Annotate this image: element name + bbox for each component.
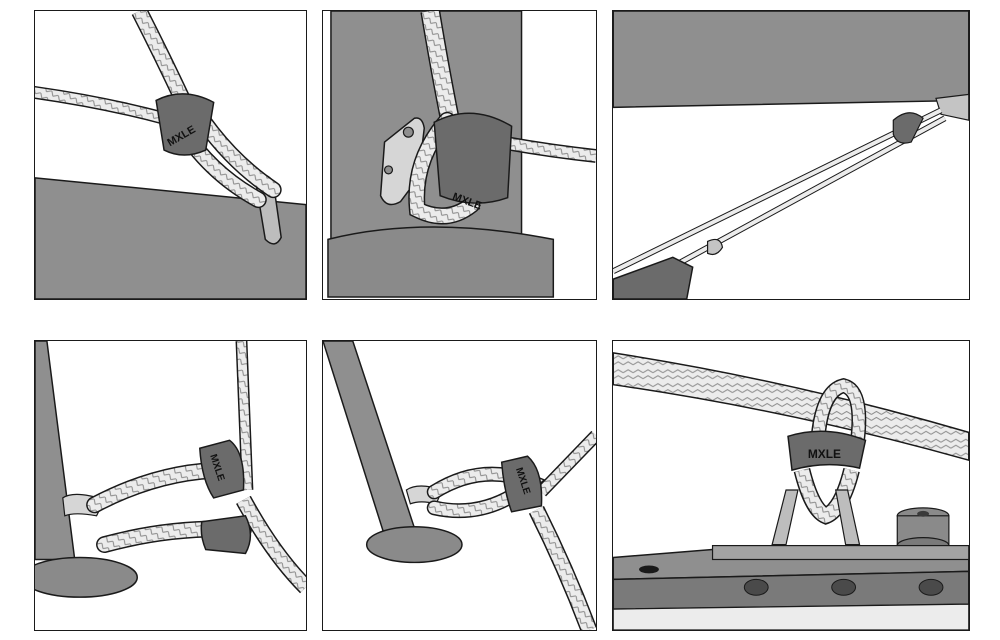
mast-base-plate [327,226,555,298]
lower-block [613,238,724,299]
track-bolt [743,578,769,596]
diagram-panel-2: MXLE [322,10,597,300]
padeye-left [771,489,799,546]
stanchion-base [35,556,138,598]
diagram-panel-4: MXLE [34,340,307,631]
padeye-right [834,489,861,546]
panel-4-illustration: MXLE [35,341,306,598]
panel-1-illustration: MXLE [35,11,306,299]
block-swivel [706,238,724,256]
fitting-hole [402,126,414,138]
panel-2-illustration: MXLE [327,11,596,298]
mxle-shackle-grip: MXLE [787,430,867,472]
mxle-shackle-grip: MXLE [433,112,513,212]
panel-3-illustration [613,11,969,299]
panel-5-illustration: MXLE [323,341,596,630]
track-car [711,544,969,561]
diagram-panel-3 [612,10,970,300]
mxle-shackle-grip: MXLE [155,93,215,156]
diagram-panel-1: MXLE [34,10,307,300]
track-hole [639,565,659,574]
small-shackle [892,112,924,144]
stanchion-post [35,341,76,561]
boom-end-fitting [935,93,969,121]
deck-surface [35,177,306,299]
brand-label: MXLE [808,447,841,461]
stanchion-post [323,341,416,537]
boom-underside [613,11,969,109]
stanchion-base [365,525,463,564]
deck-floor [613,603,969,630]
rope-horizontal [613,352,969,462]
panel-6-illustration: MXLE [613,352,969,630]
diagram-panel-5: MXLE [322,340,597,631]
shackle-toggle [200,514,252,555]
mxle-shackle-grip: MXLE [199,439,245,499]
diagram-panel-6: MXLE [612,340,970,631]
mxle-shackle-grip: MXLE [500,455,543,513]
